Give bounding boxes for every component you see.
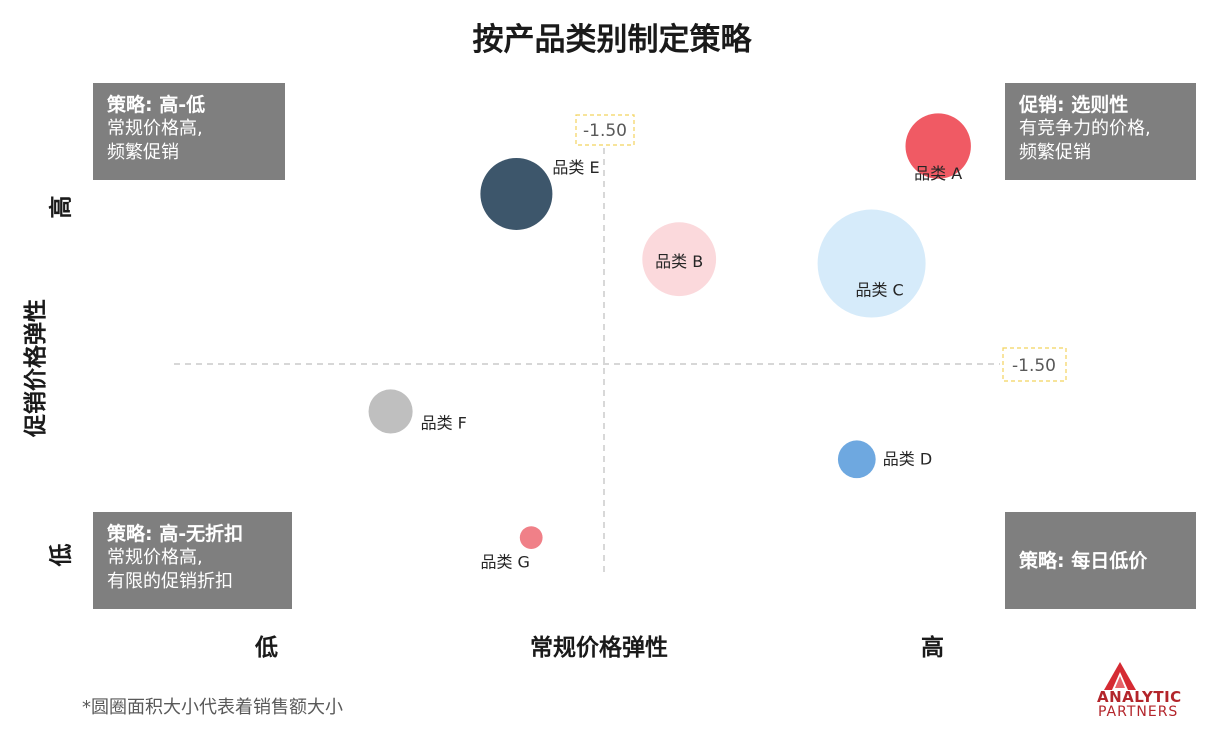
bubble-3 [837, 440, 876, 479]
quadrant-title: 策略: 每日低价 [1019, 549, 1148, 572]
bubble-label-5: 品类 F [421, 413, 467, 432]
quadrant-top-right: 促销: 选则性 有竞争力的价格, 频繁促销 [1005, 83, 1196, 180]
x-axis-title: 常规价格弹性 [530, 635, 668, 661]
quadrant-bottom-left: 策略: 高-无折扣 常规价格高, 有限的促销折扣 [93, 512, 292, 609]
logo-text-partners: PARTNERS [1098, 704, 1179, 720]
y-divider-label-box [1002, 347, 1067, 382]
quadrant-top-left: 策略: 高-低 常规价格高, 频繁促销 [93, 83, 285, 180]
x-axis-low-label: 低 [255, 635, 278, 661]
bubbles-group: 品类 A 品类 B 品类 C 品类 D 品类 E 品类 F 品类 G [368, 113, 971, 572]
quadrant-title: 促销: 选则性 [1019, 94, 1129, 116]
bubble-label-3: 品类 D [883, 449, 932, 468]
y-divider-label: -1.50 [1012, 356, 1056, 376]
bubble-2 [817, 209, 926, 318]
quadrant-line: 频繁促销 [107, 142, 179, 163]
bubble-label-4: 品类 E [552, 158, 599, 177]
bubble-label-0: 品类 A [914, 164, 962, 183]
x-divider-label-box [575, 114, 635, 146]
bubble-label-1: 品类 B [655, 252, 703, 271]
analytic-partners-logo-icon [1104, 662, 1136, 690]
quadrant-bottom-right: 策略: 每日低价 [1005, 512, 1196, 609]
quadrant-line: 频繁促销 [1019, 142, 1091, 163]
x-axis-high-label: 高 [921, 635, 944, 661]
footnote: *圆圈面积大小代表着销售额大小 [82, 697, 343, 718]
bubble-4 [480, 157, 553, 230]
quadrant-title: 策略: 高-无折扣 [107, 523, 244, 545]
y-axis-high-label: 高 [48, 195, 75, 219]
quadrant-line: 常规价格高, [107, 547, 203, 568]
y-axis-title: 促销价格弹性 [23, 299, 49, 437]
quadrant-title: 策略: 高-低 [107, 94, 206, 116]
bubble-5 [368, 389, 413, 434]
bubble-label-2: 品类 C [855, 281, 903, 300]
chart-title: 按产品类别制定策略 [472, 22, 752, 58]
logo-text-analytic: ANALYTIC [1097, 688, 1182, 706]
bubble-1 [642, 222, 717, 297]
bubble-6 [519, 526, 543, 549]
bubble-0 [905, 113, 971, 179]
quadrant-line: 常规价格高, [107, 118, 203, 139]
y-axis-low-label: 低 [48, 543, 75, 567]
quadrant-line: 有限的促销折扣 [107, 571, 233, 592]
x-divider-label: -1.50 [583, 121, 627, 141]
quadrant-line: 有竞争力的价格, [1019, 118, 1151, 139]
bubble-label-6: 品类 G [480, 553, 530, 572]
